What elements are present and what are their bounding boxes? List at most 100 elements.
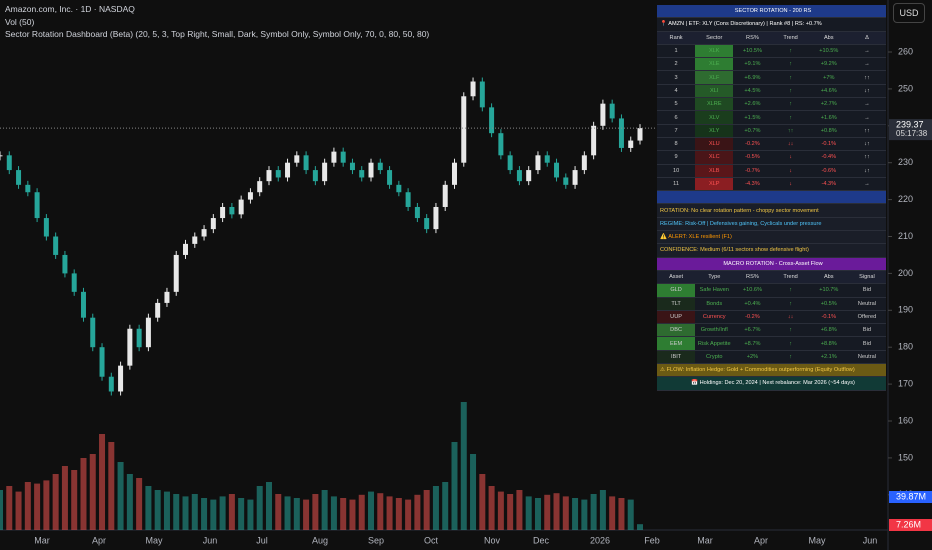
table-row: EEM Risk Appetite +8.7% ↑ +8.8% Bid — [657, 337, 886, 351]
volume-bar — [15, 491, 22, 530]
table-cell: IBIT — [657, 350, 696, 364]
table-cell: 2 — [674, 61, 678, 68]
table-cell: ↓↓ — [787, 141, 794, 148]
table-row: 2 XLE +9.1% ↑ +9.2% → — [657, 58, 886, 72]
table-row: GLD Safe Haven +10.6% ↑ +10.7% Bid — [657, 284, 886, 298]
table-cell: Bid — [862, 287, 871, 294]
volume-bar — [191, 494, 198, 530]
table-cell: -4.3% — [745, 181, 760, 187]
table-cell: → — [864, 101, 870, 108]
table-cell: ↑ — [789, 327, 792, 334]
time-label: Oct — [424, 535, 439, 545]
time-label: Feb — [644, 535, 660, 545]
table-cell: XLF — [695, 71, 734, 84]
table-cell: +9.1% — [744, 61, 761, 68]
volume-bar — [470, 454, 477, 530]
table-cell: +10.5% — [819, 48, 839, 55]
volume-bar — [80, 458, 87, 530]
table-cell: XLB — [695, 164, 734, 177]
volume-bar — [553, 493, 560, 530]
volume-bar — [423, 490, 430, 530]
table-row: IBIT Crypto +2% ↑ +2.1% Neutral — [657, 350, 886, 365]
last-price-box — [889, 119, 932, 141]
table-note: MACRO ROTATION - Cross-Asset Flow — [723, 260, 823, 267]
table-row: 7 XLY +0.7% ↑↑ +0.8% ↑↑ — [657, 124, 886, 138]
table-row: 📅 Holdings: Dec 20, 2024 | Next rebalanc… — [657, 377, 886, 391]
table-cell: +6.8% — [820, 327, 837, 334]
volume-bar — [368, 491, 375, 530]
volume-legend: Vol (50) — [5, 17, 35, 27]
table-note: ⚠ FLOW: Inflation Hedge: Gold + Commodit… — [660, 367, 855, 374]
table-row: CONFIDENCE: Medium (6/11 sectors show de… — [657, 244, 886, 258]
table-cell: -0.6% — [821, 167, 837, 174]
table-cell: -4.3% — [821, 181, 837, 187]
volume-bar — [599, 490, 606, 530]
column-header: RS% — [746, 274, 759, 281]
table-cell: Neutral — [857, 353, 876, 360]
volume-bar — [24, 482, 31, 530]
table-note: SECTOR ROTATION - 200 RS — [734, 8, 812, 15]
volume-bar — [544, 494, 551, 530]
time-label: Apr — [92, 535, 106, 545]
volume-bar — [108, 442, 115, 530]
table-cell: → — [864, 61, 870, 68]
volume-bar — [201, 498, 208, 530]
table-cell: -0.1% — [821, 141, 837, 148]
table-row: TLT Bonds +0.4% ↑ +0.5% Neutral — [657, 297, 886, 311]
table-cell: → — [864, 48, 870, 55]
table-cell: +0.4% — [744, 300, 761, 307]
volume-bar — [572, 498, 579, 530]
volume-bar — [321, 490, 328, 530]
column-header: Asset — [669, 274, 684, 281]
table-cell: 10 — [672, 167, 680, 174]
vol-ma-box — [889, 491, 932, 503]
column-header: Signal — [859, 274, 875, 281]
column-header: Sector — [706, 34, 723, 41]
table-cell: +0.8% — [820, 127, 837, 134]
time-label: Jul — [256, 535, 268, 545]
table-cell: 11 — [673, 181, 679, 187]
price-tick-label: 210 — [898, 231, 913, 241]
table-cell: 7 — [674, 127, 678, 134]
table-cell: Bid — [862, 340, 871, 347]
price-tick-label: 230 — [898, 157, 913, 167]
time-label: May — [145, 535, 163, 545]
currency-button[interactable]: USD — [893, 3, 925, 23]
table-cell: ↑ — [789, 101, 792, 108]
table-cell: Growth/Infl — [700, 327, 728, 334]
price-tick-label: 200 — [898, 268, 913, 278]
volume-bar — [432, 486, 439, 530]
candle — [0, 155, 3, 157]
volume-bar — [581, 499, 588, 530]
table-cell: Bid — [862, 327, 871, 334]
volume-bar — [145, 486, 152, 530]
table-cell: Crypto — [706, 353, 723, 360]
column-header: Abs — [823, 274, 834, 281]
table-cell: ↓↓ — [787, 313, 794, 320]
table-cell: -0.4% — [821, 154, 837, 161]
time-label: Jun — [863, 535, 878, 545]
volume-bar — [609, 496, 616, 530]
price-tick-label: 250 — [898, 83, 913, 93]
table-cell: +0.7% — [744, 127, 761, 134]
volume-bar — [293, 498, 300, 530]
table-row: 📍 AMZN | ETF: XLY (Cons Discretionary) |… — [657, 18, 886, 32]
table-cell: ↓ — [789, 154, 792, 161]
table-cell: ↓ — [789, 167, 792, 174]
price-tick-label: 190 — [898, 305, 913, 315]
volume-bar — [562, 496, 569, 530]
table-cell: 9 — [674, 154, 678, 161]
table-cell: Risk Appetite — [697, 340, 731, 347]
table-row: UUP Currency -0.2% ↓↓ -0.1% Offered — [657, 310, 886, 325]
table-cell: XLE — [695, 58, 734, 71]
volume-bar — [61, 466, 68, 530]
table-row: ⚠ FLOW: Inflation Hedge: Gold + Commodit… — [657, 364, 886, 378]
volume-bar — [488, 486, 495, 530]
time-label: May — [808, 535, 826, 545]
table-cell: +7% — [823, 74, 835, 81]
last-price: 239.37 — [896, 119, 924, 129]
volume-bar — [173, 494, 180, 530]
time-label: Nov — [484, 535, 501, 545]
table-cell: ↓ — [789, 181, 792, 187]
